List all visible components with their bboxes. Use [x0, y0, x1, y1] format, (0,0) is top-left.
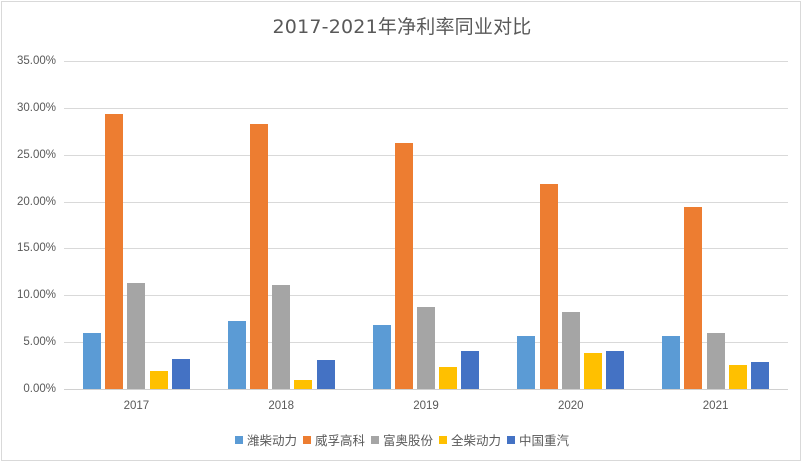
chart-title: 2017-2021年净利率同业对比	[272, 16, 532, 38]
bar[interactable]	[171, 359, 190, 389]
bar[interactable]	[706, 332, 725, 389]
bar[interactable]	[684, 207, 703, 389]
plot-area	[64, 61, 788, 390]
gridline	[64, 61, 788, 62]
bar[interactable]	[416, 306, 435, 389]
legend-item[interactable]: 威孚高科	[302, 430, 365, 449]
bar[interactable]	[728, 364, 747, 389]
gridline	[64, 248, 788, 250]
x-tick-label: 2018	[268, 400, 294, 412]
bar[interactable]	[294, 379, 313, 389]
bar[interactable]	[461, 351, 480, 389]
bar-group-2020	[498, 61, 643, 389]
x-tick-label: 2019	[413, 400, 439, 412]
bar[interactable]	[394, 143, 413, 389]
bar[interactable]	[583, 353, 602, 389]
legend: 潍柴动力 威孚高科 富奥股份 全柴动力 中国重汽	[0, 430, 804, 449]
y-tick-label: 10.00%	[16, 289, 56, 302]
bar[interactable]	[561, 312, 580, 389]
bar[interactable]	[439, 367, 458, 389]
bar[interactable]	[249, 123, 268, 389]
legend-item[interactable]: 全柴动力	[439, 430, 501, 449]
legend-swatch-icon	[370, 435, 379, 444]
bar[interactable]	[127, 283, 146, 389]
bar[interactable]	[606, 351, 625, 389]
x-tick-label: 2017	[123, 400, 150, 412]
legend-label: 潍柴动力	[246, 433, 297, 448]
bar[interactable]	[539, 183, 558, 389]
bar[interactable]	[662, 335, 681, 389]
legend-item[interactable]: 潍柴动力	[234, 430, 297, 449]
legend-swatch-icon	[507, 435, 516, 444]
y-tick-label: 25.00%	[16, 148, 56, 161]
legend-item[interactable]: 中国重汽	[507, 430, 569, 449]
bar[interactable]	[750, 361, 769, 389]
bar-group-2019	[354, 61, 499, 389]
y-tick-label: 0.00%	[23, 383, 56, 395]
gridline	[64, 295, 788, 297]
legend-label: 全柴动力	[451, 433, 502, 448]
gridline	[64, 201, 788, 203]
legend-label: 中国重汽	[519, 433, 570, 448]
y-tick-label: 15.00%	[16, 242, 56, 255]
bar[interactable]	[83, 332, 101, 389]
legend-swatch-icon	[302, 435, 311, 444]
legend-item[interactable]: 富奥股份	[370, 430, 433, 449]
x-tick-label: 2021	[702, 400, 729, 412]
bar[interactable]	[272, 284, 291, 389]
y-tick-label: 30.00%	[16, 101, 56, 114]
gridline	[64, 154, 788, 156]
legend-label: 富奥股份	[382, 433, 433, 448]
bar[interactable]	[316, 359, 335, 389]
bar[interactable]	[227, 320, 246, 389]
legend-label: 威孚高科	[314, 433, 365, 448]
gridline	[64, 107, 788, 109]
bar[interactable]	[149, 371, 168, 389]
bar-group-2021	[643, 61, 788, 389]
bar[interactable]	[517, 335, 536, 389]
y-tick-label: 35.00%	[16, 55, 56, 67]
bar[interactable]	[105, 114, 124, 389]
legend-swatch-icon	[439, 435, 447, 444]
bar[interactable]	[372, 325, 391, 389]
y-tick-label: 20.00%	[16, 195, 56, 208]
y-tick-label: 5.00%	[23, 336, 56, 349]
x-tick-label: 2020	[557, 400, 584, 412]
bar-group-2017	[64, 61, 209, 389]
legend-swatch-icon	[234, 435, 243, 444]
gridline	[64, 389, 788, 390]
bar-group-2018	[209, 61, 354, 389]
